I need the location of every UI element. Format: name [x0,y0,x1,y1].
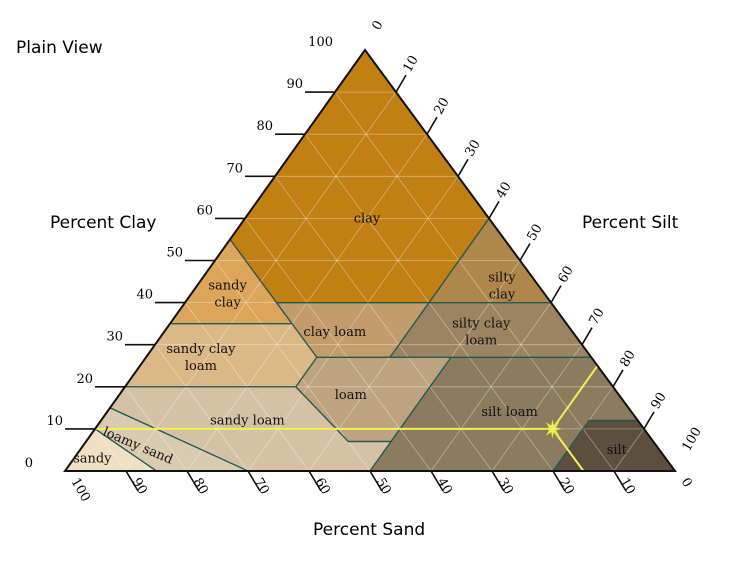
sand-tick-label: 30 [495,476,516,498]
sand-tick-label: 10 [617,476,638,498]
sand-tick-label: 80 [190,476,211,498]
highlight-sand-line [551,428,585,472]
view-title: Plain View [16,38,103,58]
region-label-sandy-clay: sandy clay [208,279,247,311]
sand-tick-label: 50 [373,476,394,498]
silt-tick-label: 100 [679,425,704,454]
grid-line-silt [491,344,583,472]
bottom-axis-title: Percent Sand [313,520,426,540]
silt-tick [426,116,438,135]
clay-tick-label: 50 [166,246,183,261]
sand-tick [125,470,139,492]
region-label-silty-clay-loam: silty clay loam [452,317,511,349]
silt-tick-label: 30 [462,137,483,159]
sand-tick [186,470,200,492]
region-loam [295,357,451,442]
sand-tick-label: 20 [556,476,577,498]
grid-line-silt [430,302,552,472]
grid-line-sand [94,428,127,472]
region-silt-loam [370,357,638,471]
region-clay [230,50,489,303]
sample-star-marker [543,419,562,438]
silt-tick-label: 20 [431,95,452,117]
right-axis-title: Percent Silt [582,213,679,233]
region-fills [65,50,675,471]
sand-tick [247,470,261,492]
silt-tick [550,285,562,304]
region-label-silt-loam: silt loam [481,405,537,420]
sand-tick-label: 60 [312,476,333,498]
region-silty-clay-loam [390,302,592,358]
region-sandy-clay-loam [125,323,317,387]
sand-tick [491,470,505,492]
region-sandy-clay [170,239,292,324]
clay-tick-label: 70 [226,161,243,176]
silt-tick-label: 70 [586,306,607,328]
sand-tick-label: 90 [129,476,150,498]
silt-tick [395,74,407,93]
sand-tick-label: 0 [678,476,695,491]
clay-tick-label: 30 [106,330,123,345]
region-loamy-sand [95,407,248,471]
region-silty-clay [429,218,551,303]
clay-tick-label: 10 [46,414,63,429]
silt-tick [612,369,624,388]
silt-tick-label: 0 [369,18,386,33]
sand-tick [430,470,444,492]
sand-tick [308,470,322,492]
region-label-loam: loam [335,388,367,403]
grid-line-sand [154,344,249,472]
clay-tick-label: 40 [136,288,153,303]
region-label-sandy: sandy [73,451,112,466]
grid-line-sand [214,260,371,472]
sand-tick [613,470,627,492]
silt-tick [488,200,500,219]
clay-tick-label: 60 [196,203,213,218]
silt-tick-label: 10 [400,53,421,75]
clay-tick-label: 90 [286,77,303,92]
region-clay-loam [276,302,429,358]
region-label-silty-clay: silty clay [488,270,516,302]
silt-tick [643,411,655,430]
silt-tick [581,327,593,346]
sand-tick [369,470,383,492]
silt-tick [519,243,531,261]
silt-tick-label: 80 [617,348,638,370]
sand-tick [552,470,566,492]
sample-highlight [95,365,599,472]
clay-tick-label: 80 [256,119,273,134]
silt-tick-label: 40 [493,180,514,202]
region-label-clay-loam: clay loam [303,325,366,340]
grid-line-silt [247,176,459,472]
silt-tick [457,158,469,177]
clay-tick-label: 100 [308,35,333,50]
silt-tick-label: 90 [648,390,669,412]
left-axis-title: Percent Clay [50,213,157,233]
region-label-silt: silt [607,443,628,458]
sand-tick-label: 70 [251,476,272,498]
clay-tick-label: 20 [76,372,93,387]
grid-line-sand [274,176,493,472]
clay-tick-label: 0 [25,456,33,471]
silt-tick-label: 50 [524,222,545,244]
silt-tick-label: 60 [555,264,576,286]
region-silt [553,420,675,471]
region-label-clay: clay [354,211,381,226]
grid-line-silt [613,428,645,472]
sand-tick-label: 100 [68,476,93,505]
region-label-sandy-clay-loam: sandy clay loam [166,342,236,374]
region-label-sandy-loam: sandy loam [210,414,285,429]
region-labels: clay sandy clay silty clay clay loam sandy cla… [73,211,628,467]
sand-tick-label: 40 [434,476,455,498]
highlight-silt-line [551,365,599,430]
